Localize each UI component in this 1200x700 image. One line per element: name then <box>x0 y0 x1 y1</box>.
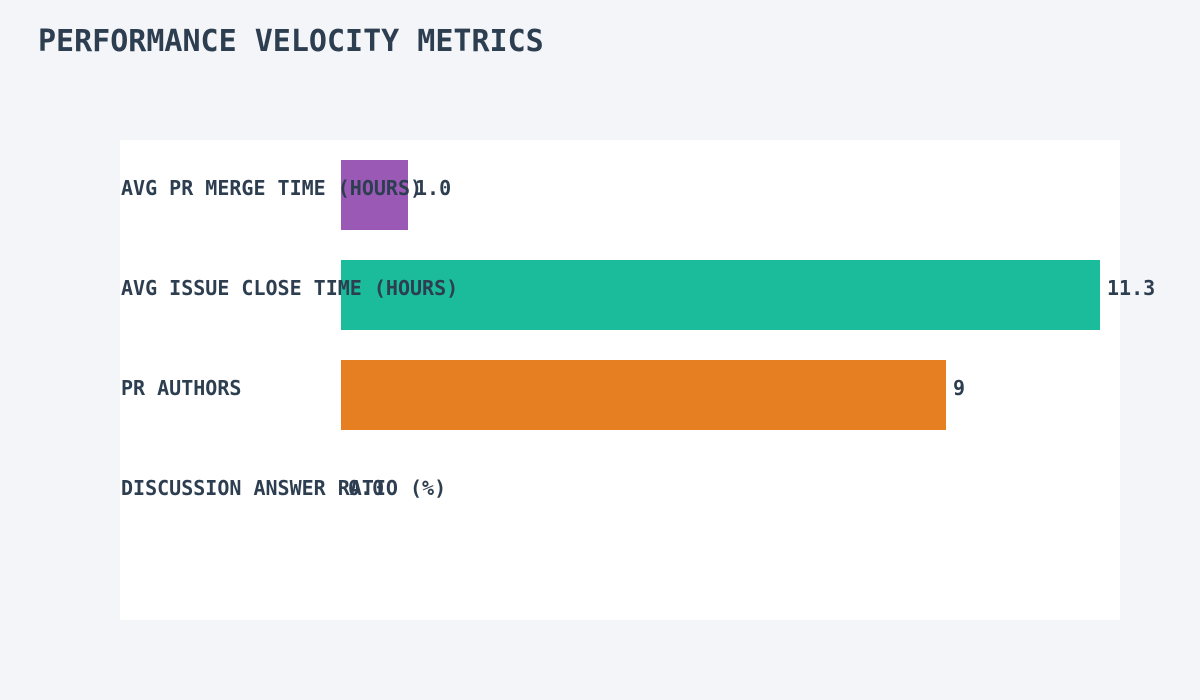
value-label: 9 <box>953 376 966 400</box>
value-label: 1.0 <box>415 176 452 200</box>
value-label: 0.0 <box>348 476 385 500</box>
chart-row-avg-issue-close-time: AVG ISSUE CLOSE TIME (HOURS) 11.3 <box>120 260 1155 330</box>
category-label: DISCUSSION ANSWER RATIO (%) <box>121 476 447 500</box>
bar-avg-issue-close-time <box>341 260 1100 330</box>
chart-title: PERFORMANCE VELOCITY METRICS <box>38 24 544 59</box>
bar-chart-plot-area: AVG PR MERGE TIME (HOURS) 1.0 AVG ISSUE … <box>120 140 1155 620</box>
category-label: AVG PR MERGE TIME (HOURS) <box>121 176 423 200</box>
chart-row-pr-authors: PR AUTHORS 9 <box>120 360 1120 430</box>
chart-row-discussion-answer-ratio: DISCUSSION ANSWER RATIO (%) 0.0 <box>120 460 1120 530</box>
category-label: AVG ISSUE CLOSE TIME (HOURS) <box>121 276 459 300</box>
category-label: PR AUTHORS <box>121 376 242 400</box>
bar-avg-pr-merge-time <box>341 160 408 230</box>
bar-pr-authors <box>341 360 946 430</box>
value-label: 11.3 <box>1107 276 1156 300</box>
chart-row-avg-pr-merge-time: AVG PR MERGE TIME (HOURS) 1.0 <box>120 160 1120 230</box>
